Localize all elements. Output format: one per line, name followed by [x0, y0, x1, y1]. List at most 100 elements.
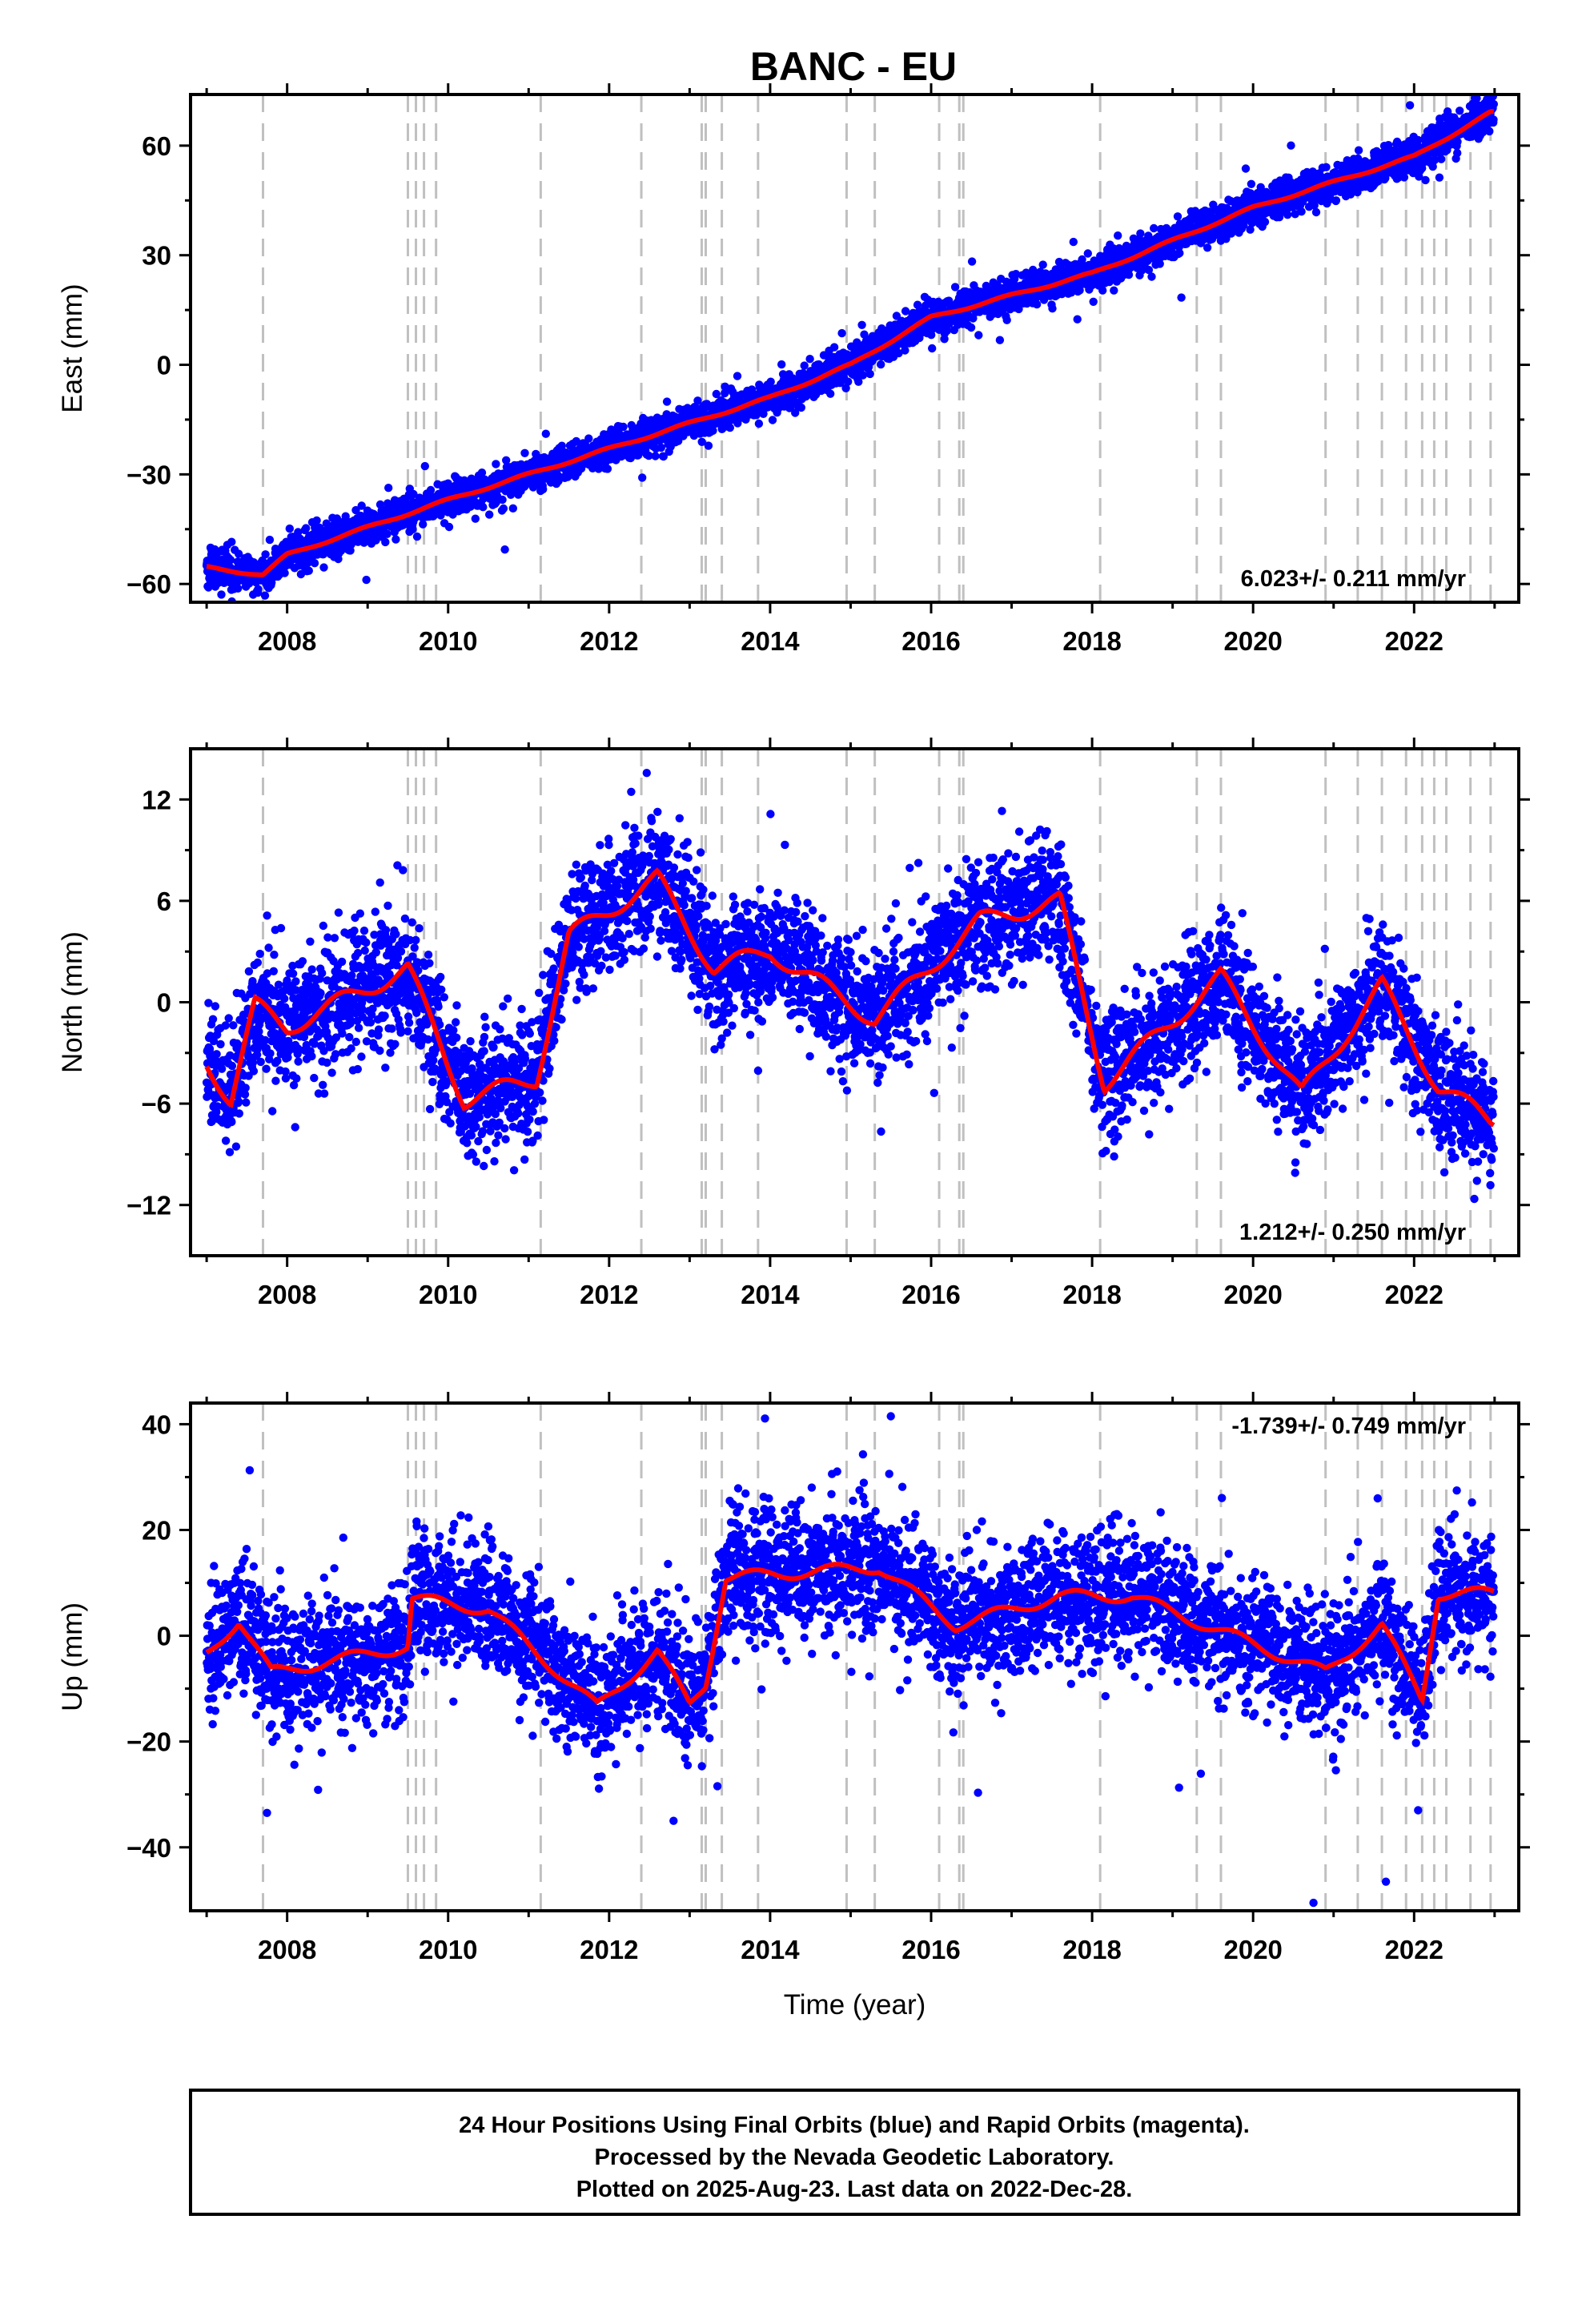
data-point [498, 495, 507, 505]
y-tick-label: 60 [142, 131, 171, 161]
data-point [644, 451, 653, 460]
data-point [384, 484, 393, 493]
data-point [261, 550, 270, 559]
data-point [420, 461, 429, 471]
data-point [234, 584, 243, 593]
data-point [357, 501, 366, 510]
data-point [304, 566, 313, 575]
data-point [262, 615, 270, 623]
data-point [319, 563, 328, 572]
data-point [974, 331, 983, 340]
data-point [594, 464, 603, 473]
data-point [829, 343, 839, 352]
data-point [603, 464, 612, 473]
data-point [1175, 248, 1184, 258]
data-point [721, 388, 729, 398]
data-point [1203, 243, 1212, 252]
data-point [312, 516, 321, 525]
data-point [752, 411, 761, 420]
data-point [797, 403, 805, 412]
data-point [1437, 155, 1446, 163]
data-point [877, 360, 885, 369]
data-point [294, 528, 303, 537]
chart-title: BANC - EU [750, 44, 957, 89]
data-point [766, 377, 775, 386]
data-point [226, 556, 235, 565]
data-point [520, 448, 529, 457]
data-point [826, 389, 835, 398]
data-point [477, 468, 487, 477]
data-point [1311, 207, 1321, 217]
data-point [693, 396, 702, 405]
data-point [894, 348, 903, 358]
data-point [1354, 146, 1363, 155]
data-point [584, 434, 593, 443]
data-point [1247, 179, 1256, 188]
data-point [541, 429, 550, 438]
data-point [1032, 300, 1042, 309]
data-point [1435, 173, 1444, 182]
data-point [656, 443, 665, 452]
data-point [805, 355, 814, 364]
data-point [844, 377, 853, 386]
data-point [1322, 163, 1331, 171]
data-point [285, 524, 294, 533]
data-point [479, 503, 488, 512]
data-point [251, 613, 259, 621]
data-point [725, 423, 734, 432]
data-point [638, 473, 647, 482]
data-point [1136, 229, 1145, 238]
data-point [969, 314, 978, 323]
y-tick-label: −30 [126, 460, 171, 489]
data-point [1083, 249, 1093, 258]
data-point [966, 323, 976, 332]
data-point [426, 485, 436, 495]
data-point [1110, 286, 1118, 295]
data-point [381, 537, 390, 547]
data-point [1078, 255, 1086, 264]
data-point [928, 344, 937, 353]
data-point [1331, 196, 1341, 205]
data-point [1399, 173, 1409, 182]
data-point [733, 419, 742, 428]
data-point [950, 283, 960, 292]
data-point [841, 384, 850, 392]
data-point [1089, 297, 1098, 306]
data-point [502, 456, 511, 464]
data-point [857, 320, 866, 329]
data-point [854, 377, 863, 386]
data-point [800, 361, 809, 370]
y-tick-label: −60 [126, 569, 171, 599]
data-point [709, 426, 717, 435]
data-point [572, 436, 580, 446]
data-point [1173, 212, 1182, 221]
data-point [1453, 137, 1462, 147]
data-point [1489, 99, 1499, 109]
data-point [662, 397, 672, 406]
data-point [419, 520, 428, 529]
data-point [1453, 148, 1462, 158]
data-point [1147, 272, 1156, 281]
data-point [1485, 127, 1494, 136]
data-point [1114, 231, 1122, 240]
data-point [500, 545, 509, 554]
data-point [901, 307, 910, 316]
data-point [1297, 207, 1306, 216]
data-point [508, 504, 517, 513]
data-point [1456, 107, 1464, 115]
data-point [485, 510, 494, 519]
data-point [409, 489, 418, 499]
data-point [913, 300, 922, 309]
data-point [1038, 260, 1047, 269]
data-point [254, 585, 263, 593]
data-point [1150, 223, 1158, 233]
y-tick-label: 0 [157, 351, 171, 380]
data-point [1287, 141, 1295, 150]
data-points [202, 94, 1499, 623]
data-point [302, 524, 311, 533]
y-tick-label: 30 [142, 241, 171, 271]
data-point [754, 419, 764, 428]
